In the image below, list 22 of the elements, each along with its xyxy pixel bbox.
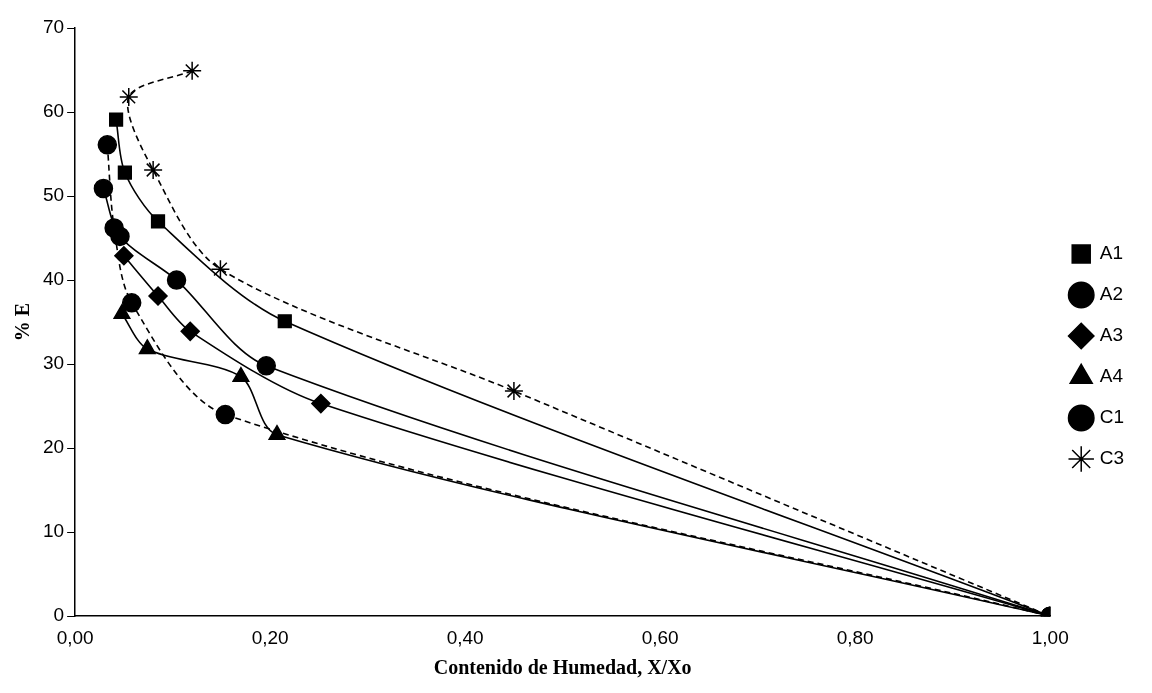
legend-label: A2 bbox=[1099, 283, 1123, 305]
legend-label: C1 bbox=[1099, 406, 1125, 428]
y-tick-label: 20 bbox=[42, 436, 65, 458]
x-axis-title: Contenido de Humedad, X/Xo bbox=[433, 656, 692, 679]
x-tick-label: 0,80 bbox=[836, 626, 874, 648]
x-tick-label: 0,40 bbox=[446, 626, 484, 648]
legend-label: C3 bbox=[1099, 447, 1125, 469]
x-tick-label: 1,00 bbox=[1031, 626, 1069, 648]
x-tick-label: 0,00 bbox=[56, 626, 94, 648]
x-tick-label: 0,20 bbox=[251, 626, 289, 648]
x-tick-label: 0,60 bbox=[641, 626, 679, 648]
y-tick-label: 0 bbox=[53, 604, 65, 626]
legend-label: A4 bbox=[1099, 365, 1124, 387]
legend-label: A3 bbox=[1099, 324, 1123, 346]
y-tick-label: 10 bbox=[42, 520, 65, 542]
y-axis-title: % E bbox=[11, 302, 34, 342]
legend-label: A1 bbox=[1099, 242, 1123, 264]
y-tick-label: 30 bbox=[42, 352, 65, 374]
y-tick-label: 60 bbox=[42, 100, 65, 122]
y-tick-label: 40 bbox=[42, 268, 65, 290]
y-tick-label: 50 bbox=[42, 184, 65, 206]
y-tick-label: 70 bbox=[42, 16, 65, 38]
